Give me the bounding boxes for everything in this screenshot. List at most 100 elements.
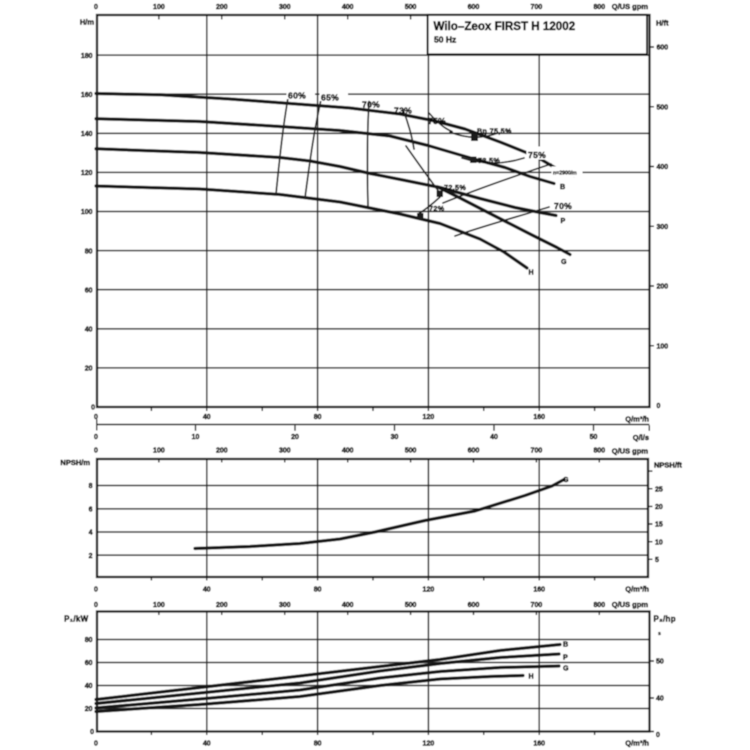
svg-text:P₁/kW: P₁/kW xyxy=(64,615,89,624)
svg-text:300: 300 xyxy=(657,224,669,231)
svg-text:120: 120 xyxy=(423,741,435,748)
svg-text:300: 300 xyxy=(279,4,291,11)
svg-text:15: 15 xyxy=(655,522,663,529)
svg-text:75%: 75% xyxy=(528,150,546,160)
svg-text:20: 20 xyxy=(291,434,299,441)
svg-text:72,5%: 72,5% xyxy=(444,183,466,192)
svg-text:60: 60 xyxy=(85,287,93,294)
svg-text:0: 0 xyxy=(91,405,95,412)
svg-text:20: 20 xyxy=(85,366,93,373)
svg-text:10: 10 xyxy=(655,539,663,546)
svg-text:160: 160 xyxy=(533,587,545,594)
svg-text:40: 40 xyxy=(490,434,498,441)
svg-text:60%: 60% xyxy=(288,91,306,101)
svg-text:P: P xyxy=(563,653,568,662)
svg-text:180: 180 xyxy=(81,53,93,60)
svg-text:0: 0 xyxy=(94,741,98,748)
svg-text:P: P xyxy=(561,216,566,225)
svg-text:H: H xyxy=(529,268,535,277)
svg-text:400: 400 xyxy=(342,602,354,609)
svg-text:P₂/hp: P₂/hp xyxy=(654,615,676,624)
svg-text:B: B xyxy=(560,182,566,191)
svg-text:0: 0 xyxy=(94,414,98,421)
svg-text:Q/m³/h: Q/m³/h xyxy=(625,585,649,594)
svg-text:700: 700 xyxy=(531,448,543,455)
svg-text:25: 25 xyxy=(655,486,663,493)
svg-text:800: 800 xyxy=(593,4,605,11)
svg-text:70%: 70% xyxy=(362,100,380,110)
svg-text:160: 160 xyxy=(81,92,93,99)
svg-text:20: 20 xyxy=(85,706,93,713)
svg-text:80: 80 xyxy=(314,587,322,594)
svg-text:n=2900/m: n=2900/m xyxy=(553,171,577,177)
svg-text:6: 6 xyxy=(89,507,93,514)
svg-text:2: 2 xyxy=(89,553,93,560)
svg-text:H/ft: H/ft xyxy=(656,19,669,28)
svg-text:200: 200 xyxy=(216,4,228,11)
svg-text:600: 600 xyxy=(657,45,669,52)
svg-text:NPSH/ft: NPSH/ft xyxy=(654,461,682,470)
svg-text:200: 200 xyxy=(216,602,228,609)
svg-text:70%: 70% xyxy=(554,201,572,211)
svg-text:100: 100 xyxy=(81,209,93,216)
svg-text:40: 40 xyxy=(85,327,93,334)
svg-text:400: 400 xyxy=(657,164,669,171)
svg-text:80: 80 xyxy=(85,637,93,644)
svg-text:8: 8 xyxy=(89,483,93,490)
svg-text:Q/US gpm: Q/US gpm xyxy=(612,2,649,11)
svg-text:0: 0 xyxy=(90,729,94,736)
svg-text:600: 600 xyxy=(468,448,480,455)
svg-text:800: 800 xyxy=(593,602,605,609)
svg-text:160: 160 xyxy=(533,414,545,421)
svg-text:G: G xyxy=(563,664,569,673)
svg-text:75%: 75% xyxy=(428,116,446,126)
svg-text:72%: 72% xyxy=(429,204,445,213)
svg-text:140: 140 xyxy=(81,131,93,138)
svg-text:0: 0 xyxy=(94,448,98,455)
svg-text:500: 500 xyxy=(405,448,417,455)
svg-text:Q/m³/h: Q/m³/h xyxy=(625,739,649,748)
svg-text:0: 0 xyxy=(657,403,661,410)
svg-text:20: 20 xyxy=(655,504,663,511)
svg-text:120: 120 xyxy=(423,587,435,594)
svg-text:300: 300 xyxy=(279,602,291,609)
svg-text:0: 0 xyxy=(94,602,98,609)
svg-text:100: 100 xyxy=(153,602,165,609)
svg-text:73%: 73% xyxy=(394,106,412,116)
svg-text:100: 100 xyxy=(153,448,165,455)
svg-text:120: 120 xyxy=(81,170,93,177)
svg-text:400: 400 xyxy=(342,4,354,11)
svg-text:G: G xyxy=(563,475,569,484)
svg-text:200: 200 xyxy=(657,284,669,291)
svg-text:H/m: H/m xyxy=(80,18,95,27)
svg-text:600: 600 xyxy=(468,4,480,11)
svg-text:80: 80 xyxy=(314,414,322,421)
svg-text:100: 100 xyxy=(153,4,165,11)
svg-text:5: 5 xyxy=(655,557,659,564)
svg-text:600: 600 xyxy=(468,602,480,609)
svg-text:50: 50 xyxy=(590,434,598,441)
svg-text:300: 300 xyxy=(279,448,291,455)
svg-text:50: 50 xyxy=(656,659,664,666)
svg-text:800: 800 xyxy=(593,448,605,455)
svg-text:500: 500 xyxy=(405,4,417,11)
svg-text:80: 80 xyxy=(85,248,93,255)
svg-text:200: 200 xyxy=(216,448,228,455)
svg-text:Q/US gpm: Q/US gpm xyxy=(612,600,649,609)
svg-text:Bŋ 75,5%: Bŋ 75,5% xyxy=(477,127,512,136)
svg-text:40: 40 xyxy=(85,683,93,690)
svg-text:30: 30 xyxy=(391,434,399,441)
svg-text:100: 100 xyxy=(657,344,669,351)
svg-text:0: 0 xyxy=(656,732,660,739)
svg-text:Q/m³/h: Q/m³/h xyxy=(625,415,649,424)
svg-text:NPSH/m: NPSH/m xyxy=(60,458,90,467)
svg-text:0: 0 xyxy=(94,434,98,441)
svg-text:40: 40 xyxy=(656,696,664,703)
svg-text:500: 500 xyxy=(657,105,669,112)
svg-text:0: 0 xyxy=(94,587,98,594)
svg-text:Q/l/s: Q/l/s xyxy=(633,433,649,442)
svg-text:65%: 65% xyxy=(321,93,339,103)
svg-text:G: G xyxy=(561,257,567,266)
svg-text:40: 40 xyxy=(203,414,211,421)
svg-text:160: 160 xyxy=(533,741,545,748)
